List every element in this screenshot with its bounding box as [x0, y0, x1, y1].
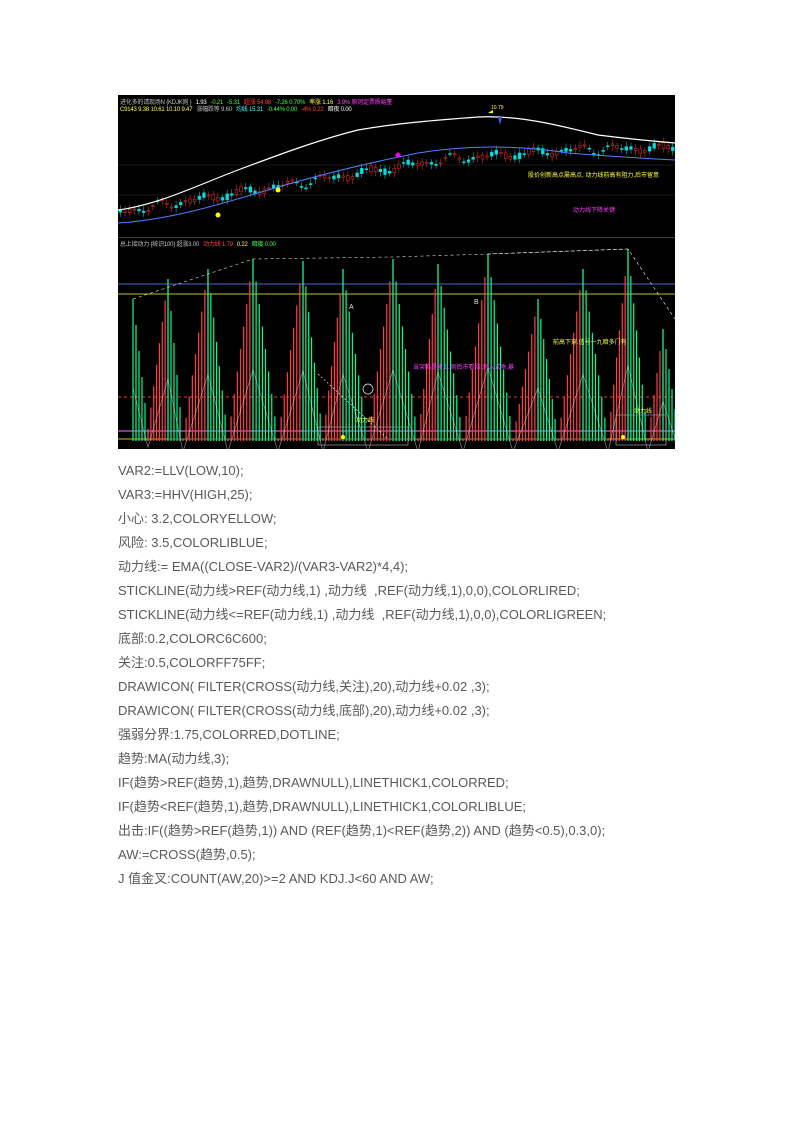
oscillator-sticks — [133, 249, 675, 449]
title-segment: 0.22 — [237, 242, 248, 248]
code-line: VAR2:=LLV(LOW,10); — [118, 459, 675, 483]
chart-annotation: 动力线 — [356, 416, 374, 424]
code-line: STICKLINE(动力线<=REF(动力线,1) ,动力线 ,REF(动力线,… — [118, 603, 675, 627]
title-segment: 涨幅跌等 9.60 — [196, 107, 232, 113]
oscillator-panel: A B 当突陷是里上.则后市看涨.刺入式乖,暴 前高下穿.信号一九暗多门有 动力… — [118, 239, 675, 449]
code-line: 关注:0.5,COLORFF75FF; — [118, 651, 675, 675]
chart-annotation: 动力线下降关键 — [573, 206, 615, 214]
candlestick-svg: 10.79 股价创新高点屡高点, 动力线前高有阻力,后市留意 动力线下降关键 — [118, 95, 675, 235]
top-panel-subtitle: C9143 9.38 10.61 10.10 9.47 涨幅跌等 9.60 均线 1… — [120, 104, 356, 113]
candlestick-panel: 10.79 股价创新高点屡高点, 动力线前高有阻力,后市留意 动力线下降关键 进… — [118, 95, 675, 235]
code-line: 出击:IF((趋势>REF(趋势,1)) AND (REF(趋势,1)<REF(… — [118, 819, 675, 843]
stock-chart-screenshot: 10.79 股价创新高点屡高点, 动力线前高有阻力,后市留意 动力线下降关键 进… — [118, 95, 675, 449]
document-page: 10.79 股价创新高点屡高点, 动力线前高有阻力,后市留意 动力线下降关键 进… — [0, 0, 793, 1122]
code-line: 趋势:MA(动力线,3); — [118, 747, 675, 771]
panel-separator — [118, 237, 675, 238]
chart-annotation: 当突陷是里上.则后市看涨.刺入式乖,暴 — [413, 363, 514, 371]
title-segment: 均线 15.31 — [236, 107, 263, 113]
title-segment: -4% 0.22 — [301, 107, 323, 113]
code-line: 风险: 3.5,COLORLIBLUE; — [118, 531, 675, 555]
formula-code-block: VAR2:=LLV(LOW,10);VAR3:=HHV(HIGH,25);小心:… — [118, 459, 675, 891]
svg-text:10.79: 10.79 — [491, 105, 504, 111]
code-line: J 值金叉:COUNT(AW,20)>=2 AND KDJ.J<60 AND A… — [118, 867, 675, 891]
title-segment: 暗夜 0.00 — [328, 107, 352, 113]
code-line: AW:=CROSS(趋势,0.5); — [118, 843, 675, 867]
code-line: 强弱分界:1.75,COLORRED,DOTLINE; — [118, 723, 675, 747]
title-segment: -0.44% 0.00 — [267, 107, 297, 113]
code-line: STICKLINE(动力线>REF(动力线,1) ,动力线 ,REF(动力线,1… — [118, 579, 675, 603]
svg-text:A: A — [349, 304, 354, 311]
title-segment: 动力线 1.79 — [203, 242, 233, 248]
oscillator-svg: A B 当突陷是里上.则后市看涨.刺入式乖,暴 前高下穿.信号一九暗多门有 动力… — [118, 239, 675, 449]
chart-annotation: 前高下穿.信号一九暗多门有 — [553, 338, 627, 346]
svg-text:B: B — [474, 299, 479, 306]
code-line: 小心: 3.2,COLORYELLOW; — [118, 507, 675, 531]
title-segment: C9143 9.38 10.61 10.10 9.47 — [120, 107, 192, 113]
title-segment: 暗度 0.00 — [252, 242, 276, 248]
chart-annotation: 动力线 — [634, 407, 652, 415]
chart-annotation: 股价创新高点屡高点, 动力线前高有阻力,后市留意 — [528, 171, 659, 179]
code-line: IF(趋势>REF(趋势,1),趋势,DRAWNULL),LINETHICK1,… — [118, 771, 675, 795]
code-line: 底部:0.2,COLORC6C600; — [118, 627, 675, 651]
code-line: VAR3:=HHV(HIGH,25); — [118, 483, 675, 507]
code-line: IF(趋势<REF(趋势,1),趋势,DRAWNULL),LINETHICK1,… — [118, 795, 675, 819]
code-line: DRAWICON( FILTER(CROSS(动力线,关注),20),动力线+0… — [118, 675, 675, 699]
bottom-panel-title: 总上接动力 {统识100} 超涨3.00 动力线 1.79 0.22 暗度 0.00 — [120, 239, 280, 248]
code-line: 动力线:= EMA((CLOSE-VAR2)/(VAR3-VAR2)*4,4); — [118, 555, 675, 579]
title-segment: 总上接动力 {统识100} 超涨3.00 — [120, 242, 199, 248]
code-line: DRAWICON( FILTER(CROSS(动力线,底部),20),动力线+0… — [118, 699, 675, 723]
